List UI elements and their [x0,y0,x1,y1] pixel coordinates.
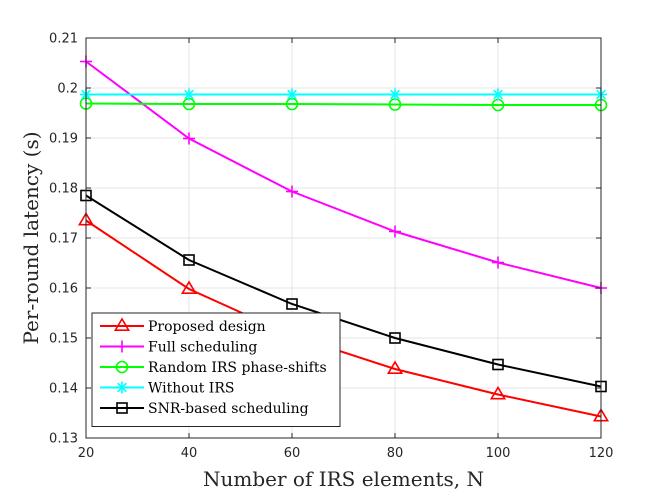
series-line-full-scheduling [85,60,602,289]
data-point-without-irs [183,88,195,101]
data-point-snr-based-scheduling [183,254,195,266]
legend-label: Proposed design [148,319,266,335]
x-tick-label: 40 [181,446,198,461]
legend-marker [113,317,131,332]
x-tick-label: 100 [486,446,511,461]
series-snr-based-scheduling [80,189,607,393]
y-tick-label: 0.17 [49,232,78,247]
data-point-proposed-design [489,385,507,400]
legend: Proposed design Full scheduling Random IRS… [91,312,341,427]
legend-item-without-irs: Without IRS [100,381,234,397]
data-point-proposed-design [386,360,404,375]
y-tick-label: 0.13 [49,432,78,447]
legend-item-proposed-design: Proposed design [100,317,266,335]
y-tick-label: 0.2 [57,82,78,97]
legend-label: Random IRS phase-shifts [148,360,327,376]
y-tick-label: 0.21 [49,32,78,47]
y-tick-label: 0.14 [49,382,78,397]
legend-label: Without IRS [148,381,234,397]
data-point-snr-based-scheduling [492,358,504,371]
tick-labels: 20 40 60 80 100 120 0.13 0.14 0.15 0.16 0.17 0.18 0.… [49,32,613,462]
legend-label: Full scheduling [148,340,257,356]
y-tick-label: 0.18 [49,182,78,197]
legend-marker [116,402,128,414]
legend-item-full-scheduling: Full scheduling [100,340,257,356]
data-point-without-irs [389,88,401,101]
y-tick-label: 0.19 [49,132,78,147]
x-tick-label: 20 [78,446,95,461]
series-layer [77,55,610,422]
axes [85,37,602,439]
data-point-full-scheduling [286,185,298,198]
legend-label: SNR-based scheduling [148,401,309,417]
x-tick-label: 60 [284,446,301,461]
legend-item-random-irs-phase-shifts: Random IRS phase-shifts [100,360,327,376]
legend-item-snr-based-scheduling: SNR-based scheduling [100,401,309,417]
y-tick-label: 0.15 [49,332,78,347]
data-point-full-scheduling [492,256,504,269]
legend-marker [115,360,129,374]
legend-marker [116,340,128,353]
x-axis-title: Number of IRS elements, N [203,467,484,491]
data-point-snr-based-scheduling [286,298,298,310]
y-axis-title: Per-round latency (s) [19,131,43,344]
x-tick-label: 80 [387,446,404,461]
legend-marker [116,381,128,394]
data-point-full-scheduling [183,132,195,145]
series-line-random-irs-phase-shifts [85,102,601,106]
data-point-proposed-design [180,280,198,295]
y-tick-label: 0.16 [49,282,78,297]
series-line-snr-based-scheduling [85,194,602,388]
data-point-snr-based-scheduling [389,332,401,344]
data-point-without-irs [286,88,298,101]
data-point-without-irs [492,88,504,101]
data-point-full-scheduling [389,225,401,238]
x-tick-label: 120 [589,446,614,461]
series-line-proposed-design [85,219,602,418]
